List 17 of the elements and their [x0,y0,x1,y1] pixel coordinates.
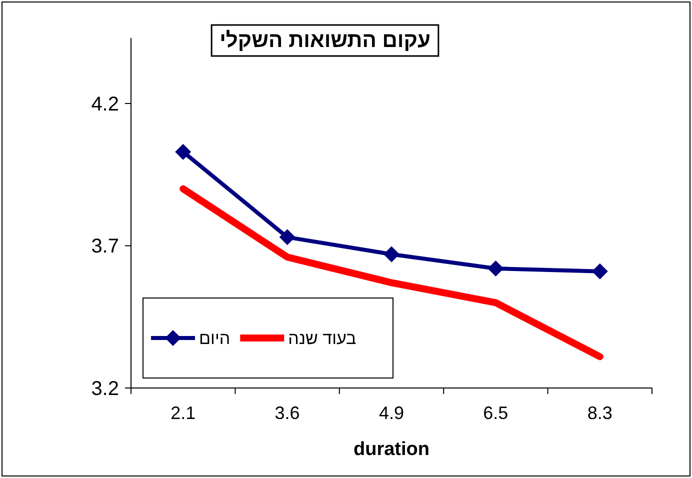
point [592,263,608,280]
x-tick-label: 6.5 [483,403,508,423]
legend-label: היום [199,329,230,348]
x-tick-label: 2.1 [170,403,196,423]
point [384,246,400,262]
y-tick-label: 4.2 [91,93,119,116]
y-tick-label: 3.7 [91,236,119,258]
x-tick-label: 3.6 [274,403,300,423]
legend-label: בעוד שנה [288,329,356,348]
point [488,260,504,276]
chart-title: עקום התשואות השקלי [220,29,430,52]
x-tick-label: 8.3 [587,403,612,423]
y-tick-label: 3.2 [91,378,119,400]
point [175,144,192,160]
point [279,229,296,246]
x-tick-label: 4.9 [378,403,404,423]
x-axis-title: duration [354,439,430,460]
